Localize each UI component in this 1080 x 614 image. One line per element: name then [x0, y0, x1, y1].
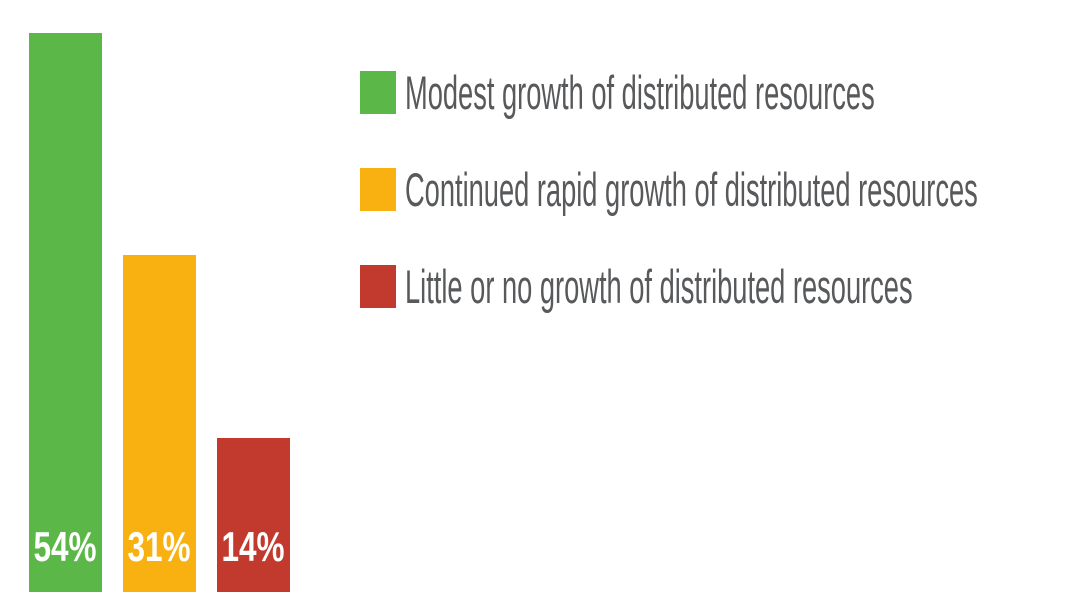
legend-label-little-no-growth: Little or no growth of distributed resou…	[405, 260, 913, 313]
legend-label-modest-growth: Modest growth of distributed resources	[405, 66, 875, 119]
bar-value-label-continued: 31%	[127, 523, 192, 570]
legend-swatch-green	[360, 71, 396, 114]
bar-value-label-little: 14%	[221, 523, 286, 570]
legend-swatch-yellow	[360, 168, 396, 211]
bar-little-no-growth: 14%	[217, 438, 290, 592]
bar-modest-growth: 54%	[29, 33, 102, 592]
bar-group: 54% 31% 14%	[29, 33, 290, 592]
legend-item-little-no-growth: Little or no growth of distributed resou…	[360, 260, 1080, 313]
legend-swatch-red	[360, 265, 396, 308]
legend-label-continued-rapid-growth: Continued rapid growth of distributed re…	[405, 163, 978, 216]
legend: Modest growth of distributed resources C…	[360, 66, 1080, 313]
legend-item-continued-rapid-growth: Continued rapid growth of distributed re…	[360, 163, 1080, 216]
bar-value-label-modest: 54%	[33, 523, 98, 570]
bar-continued-rapid-growth: 31%	[123, 255, 196, 592]
legend-item-modest-growth: Modest growth of distributed resources	[360, 66, 1080, 119]
